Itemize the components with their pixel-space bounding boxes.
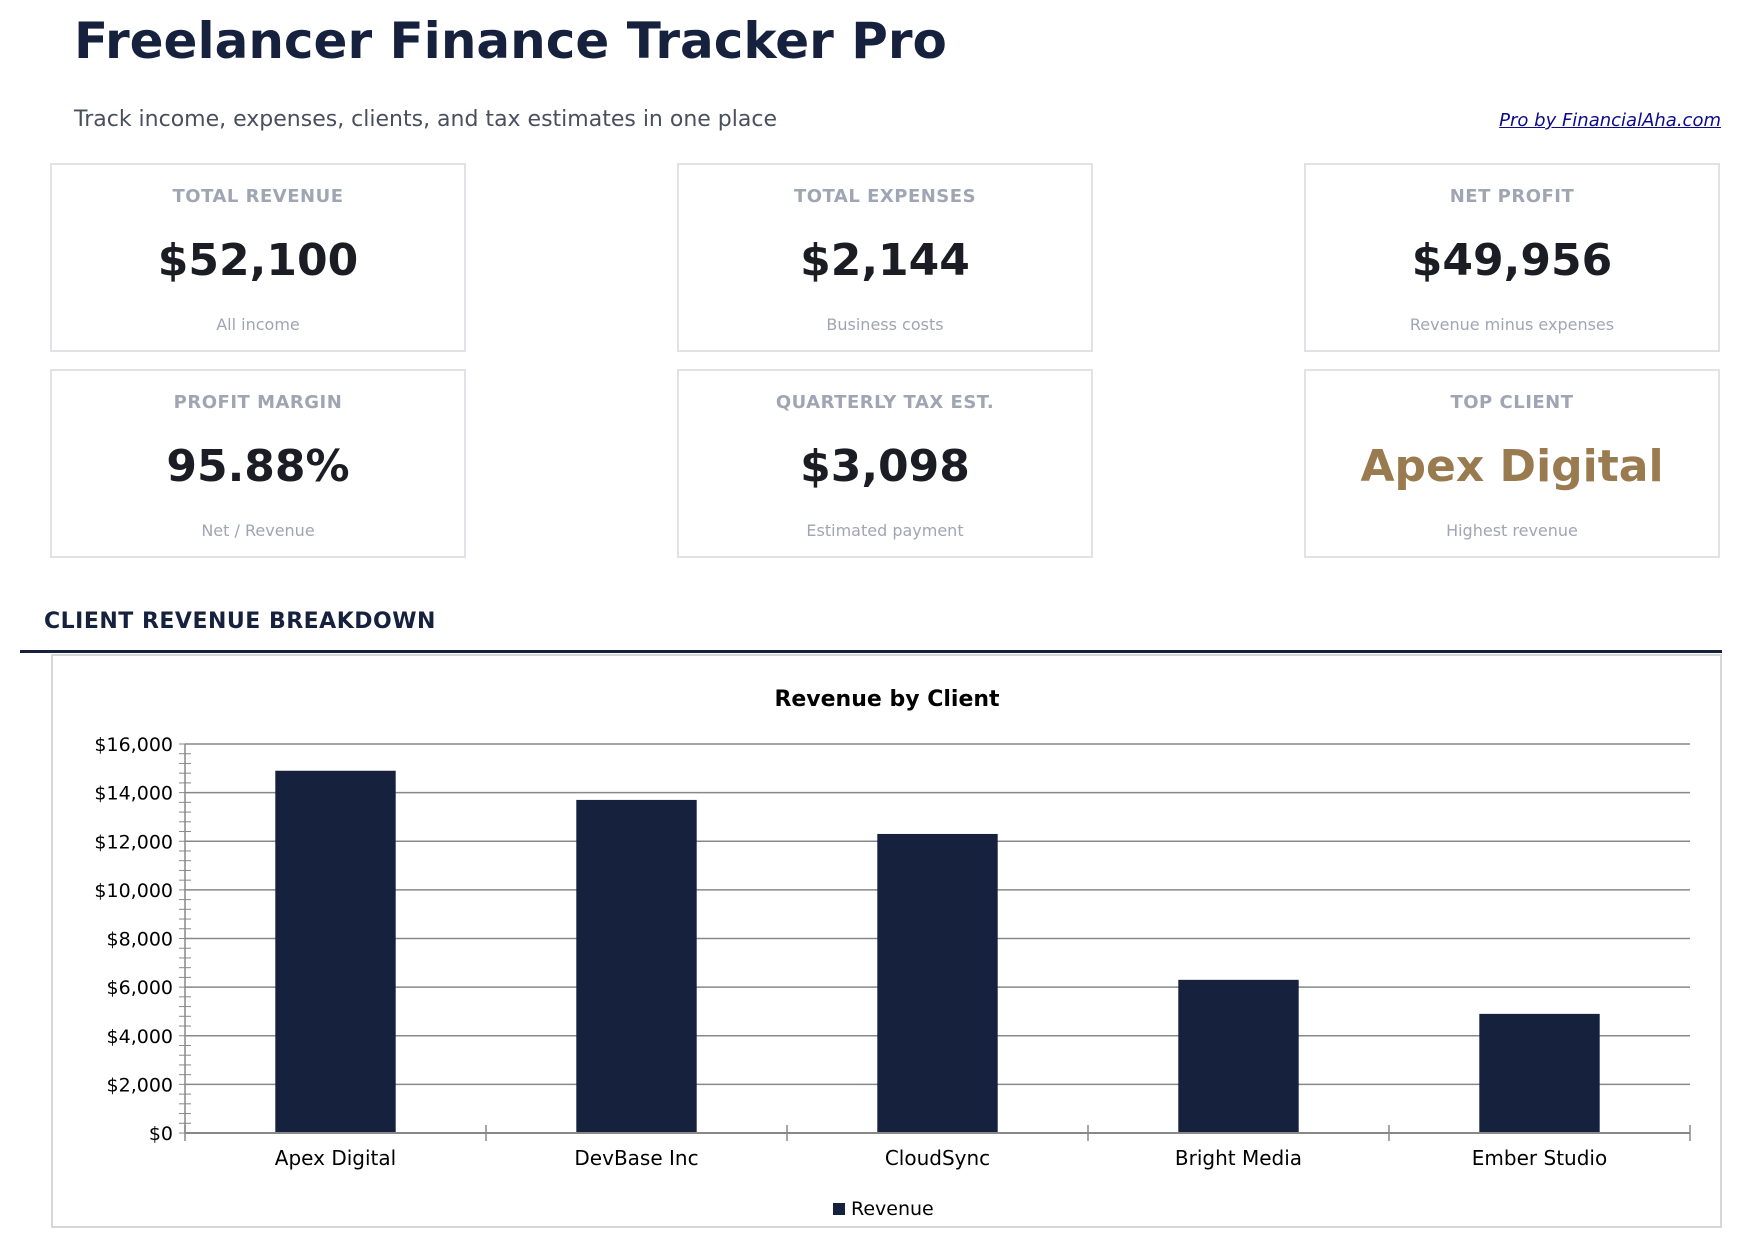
card-value: $3,098 (800, 441, 970, 492)
card-value: $52,100 (157, 235, 359, 286)
card-top-client: TOP CLIENT Apex Digital Highest revenue (1304, 369, 1720, 558)
card-label: QUARTERLY TAX EST. (775, 392, 995, 413)
x-tick-label: Bright Media (1175, 1146, 1302, 1170)
page-title: Freelancer Finance Tracker Pro (74, 12, 947, 70)
y-tick-label: $2,000 (107, 1074, 173, 1096)
y-tick-label: $16,000 (94, 734, 173, 756)
bar-devbase-inc (576, 799, 697, 1133)
card-label: NET PROFIT (1449, 186, 1575, 207)
y-tick-label: $4,000 (107, 1026, 173, 1048)
card-value: Apex Digital (1360, 441, 1664, 492)
bar-apex-digital (275, 770, 396, 1133)
y-tick-label: $8,000 (107, 929, 173, 951)
financialaha-link[interactable]: Pro by FinancialAha.com (1499, 110, 1721, 131)
revenue-bar-chart: Revenue by Client $0 $2,000 $4,000 $6,000 $8… (94, 687, 1691, 1220)
card-value: 95.88% (166, 441, 350, 492)
y-tick-label: $10,000 (94, 880, 173, 902)
card-value: $49,956 (1411, 235, 1613, 286)
y-tick-label: $12,000 (94, 831, 173, 853)
x-tick-label: Ember Studio (1472, 1146, 1607, 1170)
bar-cloudsync (877, 833, 998, 1133)
bar-bright-media (1178, 979, 1299, 1133)
page-subtitle: Track income, expenses, clients, and tax… (74, 107, 777, 132)
card-caption: Net / Revenue (201, 521, 315, 540)
card-profit-margin: PROFIT MARGIN 95.88% Net / Revenue (50, 369, 466, 558)
bar-ember-studio (1479, 1013, 1600, 1133)
y-tick-label: $0 (149, 1123, 173, 1145)
card-caption: Estimated payment (806, 521, 964, 540)
card-label: TOTAL EXPENSES (793, 186, 977, 207)
card-label: TOTAL REVENUE (172, 186, 344, 207)
card-net-profit: NET PROFIT $49,956 Revenue minus expense… (1304, 163, 1720, 352)
x-tick-label: DevBase Inc (574, 1146, 698, 1170)
card-quarterly-tax: QUARTERLY TAX EST. $3,098 Estimated paym… (677, 369, 1093, 558)
card-label: PROFIT MARGIN (173, 392, 343, 413)
card-label: TOP CLIENT (1450, 392, 1574, 413)
x-tick-label: Apex Digital (275, 1146, 396, 1170)
card-total-revenue: TOTAL REVENUE $52,100 All income (50, 163, 466, 352)
legend-label: Revenue (851, 1198, 934, 1220)
chart-container: Revenue by Client $0 $2,000 $4,000 $6,000 $8… (51, 654, 1722, 1228)
x-tick-label: CloudSync (885, 1146, 990, 1170)
section-title: CLIENT REVENUE BREAKDOWN (44, 609, 436, 634)
y-tick-label: $14,000 (94, 783, 173, 805)
card-total-expenses: TOTAL EXPENSES $2,144 Business costs (677, 163, 1093, 352)
card-caption: All income (216, 315, 300, 334)
chart-title: Revenue by Client (774, 687, 1000, 712)
section-divider (20, 650, 1722, 653)
card-caption: Revenue minus expenses (1409, 315, 1615, 334)
card-caption: Business costs (826, 315, 944, 334)
card-caption: Highest revenue (1446, 521, 1578, 540)
y-tick-label: $6,000 (107, 977, 173, 999)
legend-swatch (833, 1203, 845, 1215)
card-value: $2,144 (800, 235, 970, 286)
